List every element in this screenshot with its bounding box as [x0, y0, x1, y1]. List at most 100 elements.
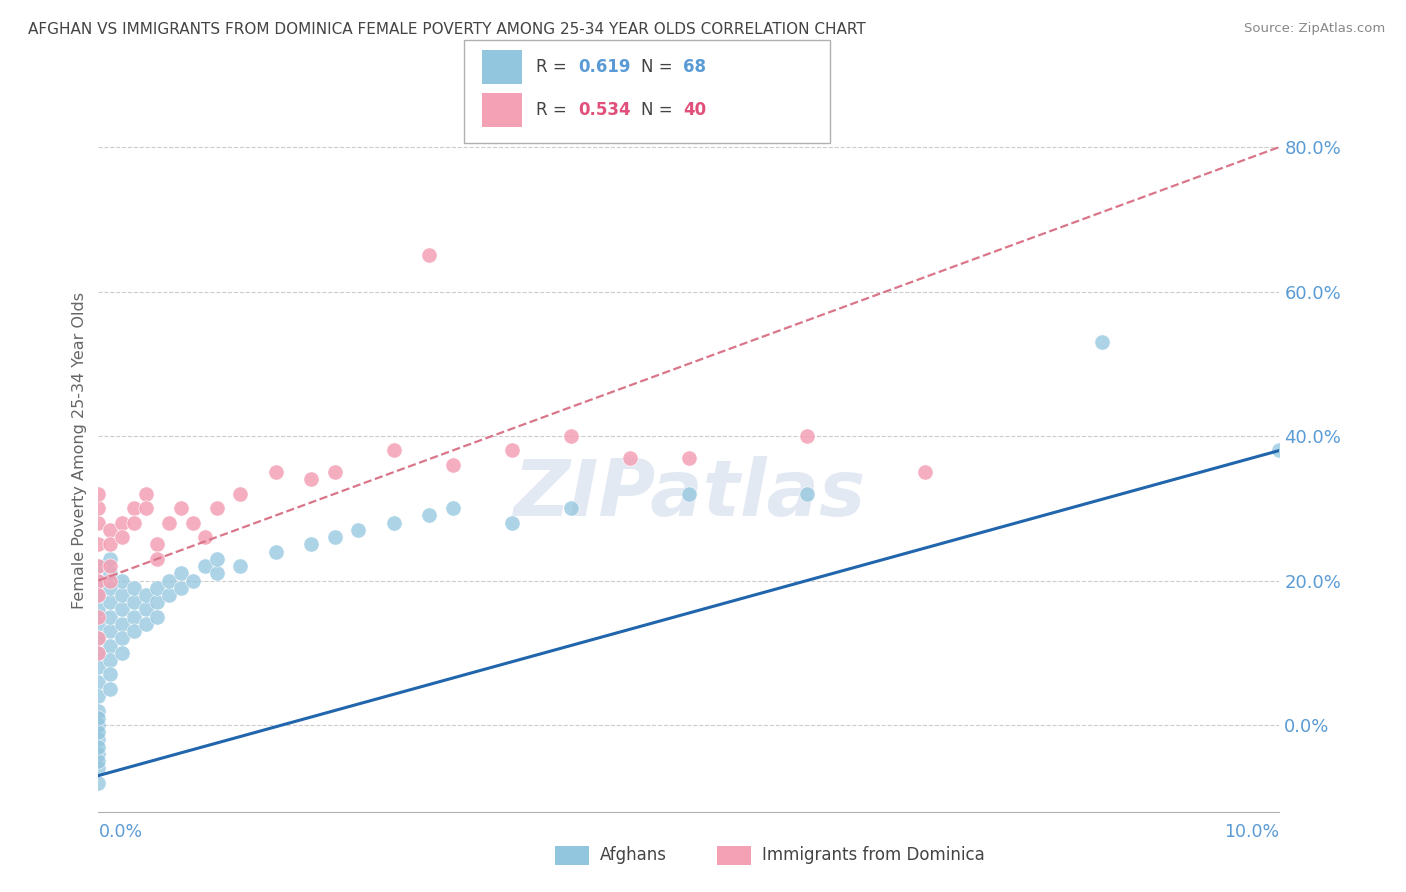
Point: [323, 465, 346, 479]
Point: [205, 566, 228, 581]
Point: [347, 523, 370, 537]
Point: [181, 516, 204, 530]
Point: [560, 429, 582, 443]
Point: [111, 632, 134, 646]
Point: [87, 725, 110, 739]
Point: [418, 248, 440, 262]
Point: [205, 551, 228, 566]
Point: [87, 704, 110, 718]
Point: [299, 472, 322, 486]
Point: [170, 501, 193, 516]
Text: 0.0%: 0.0%: [98, 822, 142, 840]
Point: [87, 711, 110, 725]
Point: [111, 530, 134, 544]
Point: [1091, 334, 1114, 349]
Point: [146, 537, 169, 551]
Point: [98, 537, 121, 551]
Point: [87, 632, 110, 646]
Point: [98, 581, 121, 595]
Text: Immigrants from Dominica: Immigrants from Dominica: [762, 847, 984, 864]
Point: [135, 602, 157, 616]
Point: [98, 609, 121, 624]
Point: [157, 516, 180, 530]
Point: [914, 465, 936, 479]
Point: [122, 609, 145, 624]
Point: [87, 646, 110, 660]
Point: [111, 588, 134, 602]
Point: [87, 559, 110, 574]
Point: [418, 508, 440, 523]
Text: 68: 68: [683, 58, 706, 76]
Point: [98, 551, 121, 566]
Point: [181, 574, 204, 588]
Point: [87, 602, 110, 616]
Point: [560, 501, 582, 516]
Point: [87, 674, 110, 689]
Point: [194, 530, 217, 544]
Point: [111, 516, 134, 530]
Point: [98, 653, 121, 667]
Point: [146, 609, 169, 624]
Point: [98, 681, 121, 696]
Point: [122, 595, 145, 609]
Point: [98, 523, 121, 537]
Point: [111, 602, 134, 616]
Point: [619, 450, 641, 465]
Text: R =: R =: [536, 58, 572, 76]
Point: [501, 516, 523, 530]
Point: [98, 559, 121, 574]
Point: [111, 616, 134, 631]
Point: [170, 581, 193, 595]
Point: [382, 516, 405, 530]
Point: [122, 501, 145, 516]
Text: 0.619: 0.619: [578, 58, 630, 76]
Point: [264, 544, 287, 558]
Point: [157, 574, 180, 588]
Point: [111, 646, 134, 660]
Point: [146, 581, 169, 595]
Point: [87, 776, 110, 790]
Point: [87, 732, 110, 747]
Point: [87, 537, 110, 551]
Point: [98, 574, 121, 588]
Point: [135, 616, 157, 631]
Text: 40: 40: [683, 101, 706, 119]
Point: [135, 501, 157, 516]
Point: [135, 487, 157, 501]
Point: [323, 530, 346, 544]
Text: Afghans: Afghans: [600, 847, 668, 864]
Point: [87, 588, 110, 602]
Point: [87, 574, 110, 588]
Point: [501, 443, 523, 458]
Point: [87, 616, 110, 631]
Point: [87, 646, 110, 660]
Point: [122, 516, 145, 530]
Point: [87, 632, 110, 646]
Y-axis label: Female Poverty Among 25-34 Year Olds: Female Poverty Among 25-34 Year Olds: [72, 292, 87, 609]
Point: [157, 588, 180, 602]
Text: AFGHAN VS IMMIGRANTS FROM DOMINICA FEMALE POVERTY AMONG 25-34 YEAR OLDS CORRELAT: AFGHAN VS IMMIGRANTS FROM DOMINICA FEMAL…: [28, 22, 866, 37]
Point: [264, 465, 287, 479]
Point: [796, 487, 818, 501]
Point: [1268, 443, 1291, 458]
Text: 0.534: 0.534: [578, 101, 630, 119]
Point: [146, 595, 169, 609]
Point: [205, 501, 228, 516]
Point: [170, 566, 193, 581]
Point: [229, 487, 252, 501]
Point: [87, 761, 110, 775]
Point: [98, 595, 121, 609]
Point: [382, 443, 405, 458]
Point: [796, 429, 818, 443]
Point: [98, 624, 121, 639]
Point: [135, 588, 157, 602]
Point: [87, 487, 110, 501]
Point: [87, 516, 110, 530]
Point: [87, 559, 110, 574]
Point: [87, 660, 110, 674]
Point: [299, 537, 322, 551]
Point: [87, 747, 110, 761]
Point: [194, 559, 217, 574]
Point: [98, 639, 121, 653]
Text: ZIPatlas: ZIPatlas: [513, 456, 865, 532]
